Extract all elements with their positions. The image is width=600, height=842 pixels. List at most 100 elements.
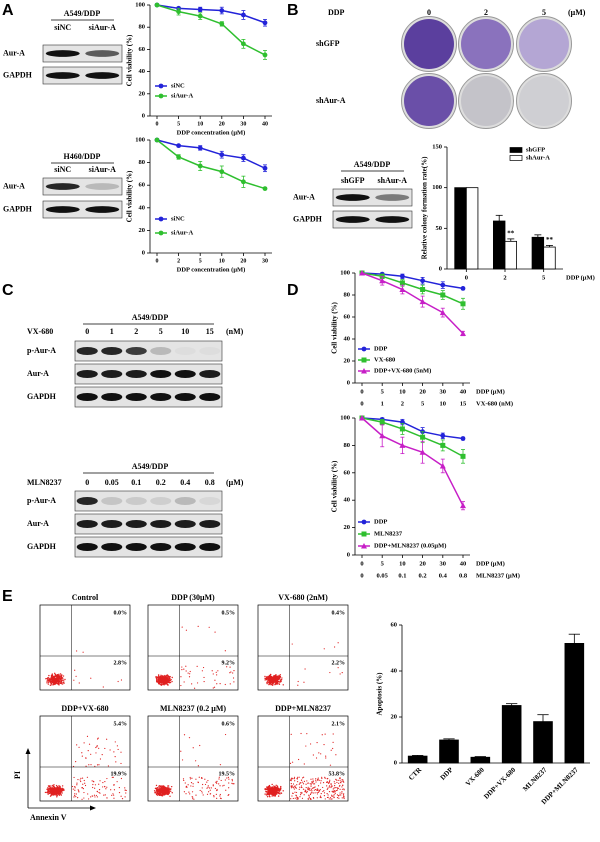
event-dot <box>315 778 317 780</box>
event-dot <box>50 682 52 684</box>
event-dot <box>99 792 101 794</box>
y-tick-label: 100 <box>432 184 442 191</box>
blot-strip <box>42 177 123 196</box>
event-dot <box>331 790 333 792</box>
x-tick-label: 10 <box>197 121 203 127</box>
event-dot <box>290 778 292 781</box>
event-dot <box>96 745 98 747</box>
event-dot <box>61 681 63 684</box>
event-dot <box>190 782 193 784</box>
blot-title: A549/DDP <box>132 462 169 471</box>
event-dot <box>52 680 54 683</box>
event-dot <box>47 785 50 787</box>
event-dot <box>341 671 343 674</box>
band <box>150 520 172 528</box>
event-dot <box>157 790 160 792</box>
event-dot <box>332 788 334 790</box>
event-dot <box>342 780 344 783</box>
row-label: GAPDH <box>27 542 57 551</box>
arrow-head <box>90 805 96 811</box>
event-dot <box>215 671 217 673</box>
band <box>45 183 80 190</box>
event-dot <box>335 779 338 781</box>
event-dot <box>206 793 209 795</box>
event-dot <box>104 794 106 796</box>
event-dot <box>303 681 305 683</box>
plot-frame <box>257 604 349 691</box>
event-dot <box>167 785 170 787</box>
event-dot <box>63 789 65 791</box>
event-dot <box>181 759 184 761</box>
event-dot <box>297 798 299 800</box>
event-dot <box>336 781 338 784</box>
event-dot <box>338 785 341 787</box>
event-dot <box>274 795 276 797</box>
row-label: GAPDH <box>3 204 33 213</box>
event-dot <box>309 787 311 789</box>
event-dot <box>277 678 279 680</box>
x-tick-label: 0 <box>360 400 363 407</box>
event-dot <box>228 787 230 789</box>
event-dot <box>124 789 126 791</box>
event-dot <box>315 779 317 781</box>
lane-label: siAur-A <box>89 165 116 174</box>
event-dot <box>161 678 163 681</box>
event-dot <box>338 782 340 784</box>
x-row-label: MLN8237 (μM) <box>476 572 520 579</box>
event-dot <box>190 785 192 787</box>
x-tick-label: 0.8 <box>459 572 468 579</box>
event-dot <box>295 787 297 789</box>
x-tick-label: 0 <box>360 560 363 567</box>
event-dot <box>71 785 74 788</box>
band <box>199 347 220 355</box>
event-dot <box>81 755 83 757</box>
event-dot <box>333 787 335 789</box>
axis-label: Annexin V <box>30 813 67 822</box>
event-dot <box>158 791 161 793</box>
event-dot <box>215 781 217 784</box>
event-dot <box>58 680 61 683</box>
event-dot <box>214 631 216 633</box>
event-dot <box>305 745 307 747</box>
event-dot <box>229 666 231 668</box>
band <box>125 543 147 551</box>
event-dot <box>279 676 281 679</box>
data-point <box>420 434 426 440</box>
panel-label: E <box>2 588 13 605</box>
x-tick-label: 20 <box>219 121 225 127</box>
event-dot <box>280 678 283 681</box>
y-tick-label: 0 <box>347 379 350 386</box>
event-dot <box>51 792 54 794</box>
event-dot <box>266 794 269 796</box>
event-dot <box>180 684 182 687</box>
event-dot <box>61 679 63 682</box>
lane-label: 1 <box>110 327 114 336</box>
band <box>85 183 120 190</box>
x-tick-label: 30 <box>262 258 268 264</box>
event-dot <box>56 679 59 682</box>
lane-label: 0 <box>85 478 89 487</box>
event-dot <box>58 673 60 676</box>
event-dot <box>168 682 171 684</box>
lane-label: shGFP <box>341 176 365 185</box>
event-dot <box>53 788 55 790</box>
x-axis-label: DDP concentration (μM) <box>177 129 246 136</box>
band <box>101 370 123 378</box>
event-dot <box>156 787 158 789</box>
event-dot <box>292 792 294 795</box>
event-dot <box>54 678 56 680</box>
panel-label: A <box>2 2 14 19</box>
event-dot <box>274 789 276 792</box>
event-dot <box>219 764 222 766</box>
event-dot <box>333 791 335 793</box>
event-dot <box>184 782 186 784</box>
event-dot <box>161 684 163 686</box>
event-dot <box>331 798 333 800</box>
event-dot <box>328 790 331 793</box>
event-dot <box>169 788 171 791</box>
event-dot <box>308 789 310 791</box>
event-dot <box>102 786 104 788</box>
x-axis-label: DDP concentration (μM) <box>177 266 246 273</box>
event-dot <box>326 788 328 791</box>
